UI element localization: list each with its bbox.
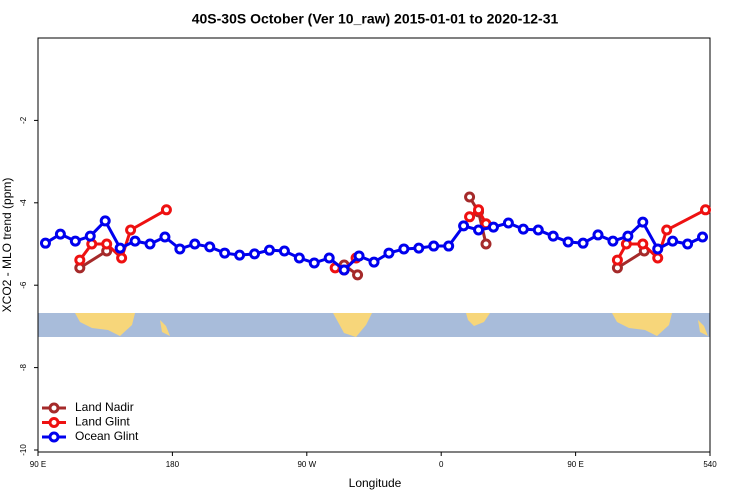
data-point <box>502 217 514 229</box>
y-tick-label: -4 <box>19 199 28 207</box>
data-point <box>592 229 604 241</box>
x-tick-label: 90 E <box>567 460 583 469</box>
data-point <box>125 224 137 236</box>
data-point <box>368 256 380 268</box>
data-point <box>661 224 673 236</box>
legend-label: Land Glint <box>75 415 130 429</box>
data-point <box>174 243 186 255</box>
data-point <box>352 269 364 281</box>
data-point <box>700 204 712 216</box>
data-point <box>101 238 113 250</box>
data-point <box>189 238 201 250</box>
x-tick-label: 180 <box>166 460 180 469</box>
data-point <box>160 204 172 216</box>
data-point <box>611 254 623 266</box>
x-tick-label: 90 W <box>297 460 316 469</box>
data-point <box>667 235 679 247</box>
data-point <box>443 240 455 252</box>
legend-marker <box>48 417 60 428</box>
legend-label: Ocean Glint <box>75 429 139 443</box>
data-point <box>159 231 171 243</box>
data-point <box>622 230 634 242</box>
data-point <box>398 243 410 255</box>
data-point <box>473 204 485 216</box>
data-point <box>353 250 365 262</box>
data-point <box>532 224 544 236</box>
y-tick-label: -8 <box>19 363 28 371</box>
series-line <box>79 196 646 277</box>
data-point <box>577 237 589 249</box>
data-point <box>129 235 141 247</box>
legend-marker <box>48 431 60 443</box>
y-tick-label: -2 <box>19 116 28 124</box>
data-point <box>458 220 470 232</box>
y-tick-label: -6 <box>19 281 28 289</box>
data-point <box>293 252 305 264</box>
data-point <box>464 211 476 223</box>
data-point <box>637 216 649 228</box>
data-point <box>278 245 290 257</box>
data-point <box>517 223 529 235</box>
data-point <box>562 236 574 248</box>
data-point <box>69 235 81 247</box>
data-point <box>428 240 440 252</box>
x-tick-label: 540 <box>703 460 717 469</box>
y-axis-label: XCO2 - MLO trend (ppm) <box>0 178 14 313</box>
data-point <box>74 254 86 266</box>
data-point <box>682 238 694 250</box>
x-axis-label: Longitude <box>349 476 402 490</box>
data-point <box>697 231 709 243</box>
data-point <box>308 257 320 269</box>
data-point <box>219 247 231 259</box>
data-point <box>637 238 649 250</box>
x-tick-label: 90 E <box>30 460 46 469</box>
data-point <box>234 249 246 261</box>
data-point <box>84 230 96 242</box>
data-point <box>323 252 335 264</box>
data-point <box>249 248 261 260</box>
data-point <box>99 215 111 227</box>
data-point <box>114 242 126 254</box>
data-point <box>338 264 350 276</box>
chart-title: 40S-30S October (Ver 10_raw) 2015-01-01 … <box>192 11 559 27</box>
legend-label: Land Nadir <box>75 400 134 414</box>
data-point <box>383 247 395 259</box>
data-point <box>547 230 559 242</box>
x-tick-label: 0 <box>439 460 444 469</box>
data-point <box>39 237 51 249</box>
data-point <box>116 252 128 264</box>
data-point <box>413 242 425 254</box>
data-point <box>652 252 664 264</box>
data-point <box>144 238 156 250</box>
legend-marker <box>48 402 60 414</box>
data-point <box>54 228 66 240</box>
data-point <box>473 224 485 236</box>
data-point <box>480 238 492 250</box>
y-tick-label: -10 <box>19 444 28 456</box>
data-point <box>263 244 275 256</box>
data-point <box>652 243 664 255</box>
map-strip <box>38 313 710 337</box>
data-point <box>464 191 476 203</box>
data-point <box>204 241 216 253</box>
data-point <box>607 235 619 247</box>
data-point <box>487 221 499 233</box>
plot-frame <box>37 37 711 453</box>
